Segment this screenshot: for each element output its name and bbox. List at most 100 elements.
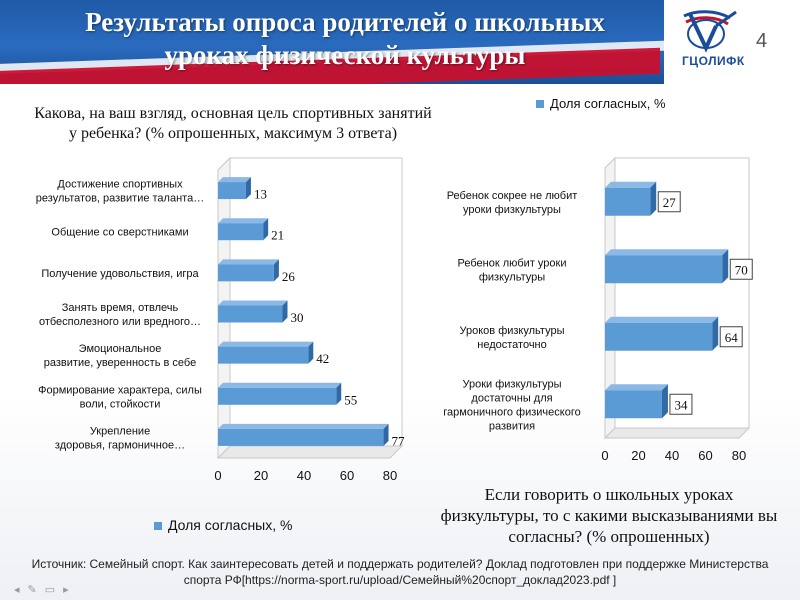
chart-left-category-label: Общение со сверстниками [51,227,188,239]
page-number: 4 [756,30,768,52]
chart-right-bar-end [650,181,657,216]
chart-left-category-label: Формирование характера, силы [38,384,202,396]
chart-left-value-label: 77 [392,433,406,448]
chart-left-x-tick-label: 40 [297,468,311,483]
chart-left-value-label: 21 [271,228,284,243]
left-legend-label: Доля согласных, % [168,517,293,533]
chart-left-category-label: Получение удовольствия, игра [41,268,199,280]
logo-text: ГЦОЛИФК [682,54,745,68]
right-legend-label: Доля согласных, % [550,96,666,111]
chart-left-value-label: 13 [254,187,267,202]
chart-right-category-label: Ребенок любит уроки [458,257,567,269]
chart-right-bar-end [661,384,668,419]
chart-right-value-box [657,191,681,213]
chart-right-x-tick-label: 0 [601,448,608,463]
chart-left-x-tick-label: 60 [340,468,354,483]
chart-left-bar-top [218,300,288,306]
chart-left-bar [218,428,384,446]
chart-right-value-label: 27 [663,195,677,210]
chart-left-x-tick-label: 0 [214,468,221,483]
chart-right-category-label: развития [489,420,535,432]
chart-right-bar [605,255,723,284]
chart-left-bar-end [273,259,279,282]
right-chart-title: Если говорить о школьных уроках физкульт… [416,484,800,547]
slideshow-toolbar[interactable]: ◂✎▭▸ [14,583,77,596]
chart-left-bar-end [282,300,288,323]
chart-left-category-label: результатов, развитие таланта… [36,193,204,205]
source-note: Источник: Семейный спорт. Как заинтересо… [10,556,790,588]
chart-left-category-label: развитие, уверенность в себе [44,357,196,369]
chart-left-value-label: 42 [316,351,329,366]
chart-left-category-label: воли, стойкости [80,398,161,410]
chart-right-category-label: недостаточно [477,339,547,351]
chart-right-value-box [719,326,743,348]
source-line-1: Источник: Семейный спорт. Как заинтересо… [31,557,769,571]
right-chart-title-line-1: Если говорить о школьных уроках [484,485,734,504]
chart-right-value-label: 70 [735,262,748,277]
chart-right-bar-top [605,384,668,391]
left-chart-legend: Доля согласных, % [154,517,292,533]
slide-header [0,0,800,84]
chart-right-value-label: 34 [674,397,688,412]
chart-right-bar [605,322,713,351]
chart-left-bar-top [218,382,342,388]
slide-title: Результаты опроса родителей о школьных у… [30,6,660,72]
chart-right-x-tick-label: 60 [698,448,712,463]
chart-right-bar-end [712,316,719,351]
gtsolifk-logo-icon [683,10,737,53]
chart-left-bar [218,264,274,282]
chart-right-bar-top [605,249,729,256]
chart-left-bar-top [218,177,251,183]
chart-right-x-tick-label: 80 [732,448,746,463]
chart-left-bar-end [308,341,314,364]
chart-left-floor [216,445,404,459]
chart-right-bar-top [605,316,719,323]
chart-left-bar-top [218,259,279,265]
right-chart-title-line-2: физкультуры, то с какими высказываниями … [440,506,778,525]
chart-left-bar-end [383,423,389,446]
chart-right-floor [603,427,751,439]
right-chart-legend: Доля согласных, % [536,96,666,111]
prev-slide-icon[interactable]: ◂ [14,584,28,596]
slide-title-line-1: Результаты опроса родителей о школьных [85,7,605,37]
chart-left-bar [218,346,309,364]
chart-left-bar-end [336,382,342,405]
chart-right-bar-end [722,249,729,284]
slide-title-line-2: уроках физической культуры [164,40,526,70]
chart-right-value-label: 64 [725,330,739,345]
left-chart-title-line-1: Какова, на ваш взгляд, основная цель спо… [34,105,432,122]
legend-swatch [536,100,544,108]
chart-right-x-tick-label: 40 [665,448,679,463]
chart-left-x-tick-label: 80 [383,468,397,483]
chart-right-category-label: гармоничного физического [443,406,580,418]
menu-icon[interactable]: ▭ [44,584,64,596]
chart-left-category-label: Эмоциональное [79,343,162,355]
chart-left-bar [218,223,264,241]
chart-left-x-tick-label: 20 [254,468,268,483]
chart-left-category-label: отбесполезного или вредного… [39,316,201,328]
chart-left-bar-top [218,423,389,429]
chart-left-value-label: 26 [282,269,296,284]
chart-right-bar [605,390,662,419]
chart-left-category-label: здоровья, гармоничное… [55,439,185,451]
chart-right-category-label: Уроков физкультуры [460,325,565,337]
chart-left-bar-top [218,218,269,224]
chart-right-bar-top [605,181,657,188]
chart-right-category-label: уроки физкультуры [463,204,561,216]
chart-left-bar [218,182,246,200]
left-chart-title: Какова, на ваш взгляд, основная цель спо… [8,104,458,144]
chart-left-bar [218,305,283,323]
left-chart-title-line-2: у ребенка? (% опрошенных, максимум 3 отв… [68,125,398,142]
chart-right-category-label: физкультуры [479,271,545,283]
chart-left-category-label: Занять время, отвлечь [62,302,179,314]
next-slide-icon[interactable]: ▸ [63,584,77,596]
chart-left-value-label: 30 [291,310,304,325]
pen-icon[interactable]: ✎ [27,584,45,596]
chart-left-bar-end [263,218,269,241]
chart-right-value-box [729,258,753,280]
chart-left-category-label: Укрепление [90,425,150,437]
chart-left-bar-end [245,177,251,200]
source-line-2: спорта РФ[https://norma-sport.ru/upload/… [183,573,617,587]
chart-left-value-label: 55 [344,392,357,407]
